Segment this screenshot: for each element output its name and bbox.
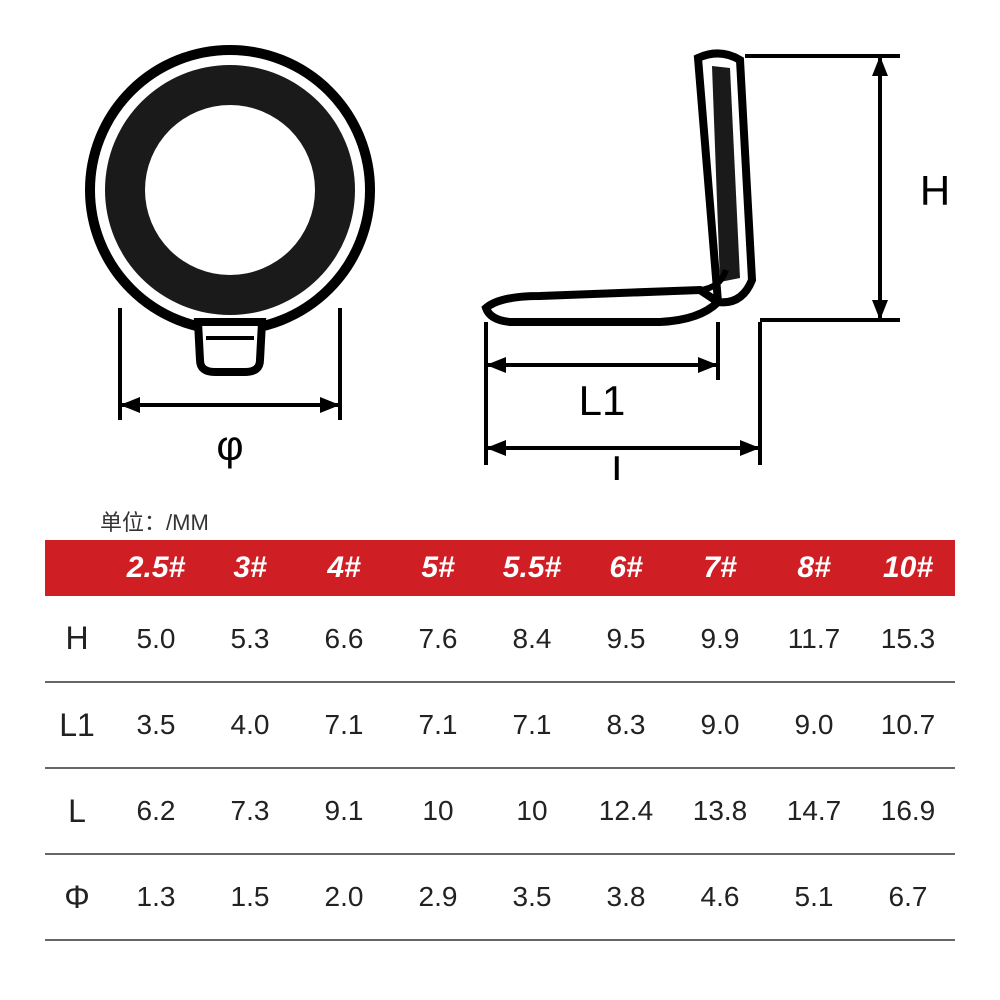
row-label: L1 bbox=[45, 682, 109, 768]
table-row: Φ 1.3 1.5 2.0 2.9 3.5 3.8 4.6 5.1 6.7 bbox=[45, 854, 955, 940]
row-label: Φ bbox=[45, 854, 109, 940]
row-label: L bbox=[45, 768, 109, 854]
unit-label: 单位：/MM bbox=[100, 505, 209, 537]
cell: 6.7 bbox=[861, 854, 955, 940]
cell: 9.0 bbox=[767, 682, 861, 768]
col-header: 2.5# bbox=[109, 540, 203, 596]
l1-dimension: L1 bbox=[486, 322, 718, 424]
cell: 3.5 bbox=[109, 682, 203, 768]
cell: 9.1 bbox=[297, 768, 391, 854]
col-header: 6# bbox=[579, 540, 673, 596]
cell: 15.3 bbox=[861, 596, 955, 682]
col-header: 7# bbox=[673, 540, 767, 596]
cell: 11.7 bbox=[767, 596, 861, 682]
dimension-diagram: φ H L1 bbox=[0, 20, 1000, 480]
cell: 1.3 bbox=[109, 854, 203, 940]
l-label: L bbox=[611, 447, 634, 480]
cell: 5.0 bbox=[109, 596, 203, 682]
cell: 9.5 bbox=[579, 596, 673, 682]
cell: 16.9 bbox=[861, 768, 955, 854]
cell: 7.3 bbox=[203, 768, 297, 854]
cell: 8.4 bbox=[485, 596, 579, 682]
table-row: H 5.0 5.3 6.6 7.6 8.4 9.5 9.9 11.7 15.3 bbox=[45, 596, 955, 682]
cell: 2.9 bbox=[391, 854, 485, 940]
table-row: L1 3.5 4.0 7.1 7.1 7.1 8.3 9.0 9.0 10.7 bbox=[45, 682, 955, 768]
cell: 10.7 bbox=[861, 682, 955, 768]
side-view bbox=[486, 53, 752, 322]
col-header: 10# bbox=[861, 540, 955, 596]
cell: 13.8 bbox=[673, 768, 767, 854]
cell: 5.1 bbox=[767, 854, 861, 940]
cell: 6.2 bbox=[109, 768, 203, 854]
phi-label: φ bbox=[216, 422, 243, 469]
col-header: 5.5# bbox=[485, 540, 579, 596]
cell: 7.6 bbox=[391, 596, 485, 682]
cell: 9.0 bbox=[673, 682, 767, 768]
cell: 7.1 bbox=[297, 682, 391, 768]
cell: 10 bbox=[391, 768, 485, 854]
h-dimension: H bbox=[745, 56, 950, 320]
col-header: 8# bbox=[767, 540, 861, 596]
col-header: 4# bbox=[297, 540, 391, 596]
cell: 6.6 bbox=[297, 596, 391, 682]
cell: 3.8 bbox=[579, 854, 673, 940]
l1-label: L1 bbox=[579, 377, 626, 424]
table-row: L 6.2 7.3 9.1 10 10 12.4 13.8 14.7 16.9 bbox=[45, 768, 955, 854]
col-header: 3# bbox=[203, 540, 297, 596]
cell: 2.0 bbox=[297, 854, 391, 940]
ring-front-view bbox=[90, 50, 370, 372]
cell: 4.6 bbox=[673, 854, 767, 940]
cell: 10 bbox=[485, 768, 579, 854]
cell: 7.1 bbox=[391, 682, 485, 768]
h-label: H bbox=[920, 167, 950, 214]
col-header: 5# bbox=[391, 540, 485, 596]
cell: 9.9 bbox=[673, 596, 767, 682]
cell: 8.3 bbox=[579, 682, 673, 768]
cell: 12.4 bbox=[579, 768, 673, 854]
cell: 3.5 bbox=[485, 854, 579, 940]
row-label: H bbox=[45, 596, 109, 682]
table-header-row: 2.5# 3# 4# 5# 5.5# 6# 7# 8# 10# bbox=[45, 540, 955, 596]
cell: 14.7 bbox=[767, 768, 861, 854]
cell: 1.5 bbox=[203, 854, 297, 940]
cell: 4.0 bbox=[203, 682, 297, 768]
cell: 5.3 bbox=[203, 596, 297, 682]
cell: 7.1 bbox=[485, 682, 579, 768]
size-table: 2.5# 3# 4# 5# 5.5# 6# 7# 8# 10# H 5.0 5.… bbox=[45, 540, 955, 941]
table-corner bbox=[45, 540, 109, 596]
